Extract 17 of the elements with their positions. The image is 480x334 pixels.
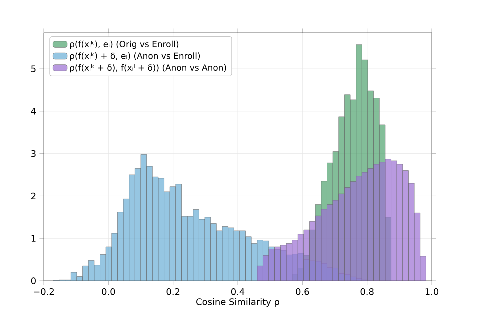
- x-tick-label: 0.8: [360, 288, 374, 296]
- y-tick-label: 4: [31, 108, 36, 115]
- x-tick-label: −0.2: [34, 288, 54, 296]
- legend-label: ρ(f(xᵢᵏ) + δ, eᵢ) (Anon vs Enroll): [70, 52, 200, 61]
- x-tick-label: 1.0: [426, 288, 439, 296]
- legend-label: ρ(f(xᵢᵏ), eᵢ) (Orig vs Enroll): [70, 40, 179, 50]
- x-tick-label: 0.2: [166, 288, 180, 296]
- y-tick-label: 1: [32, 235, 36, 242]
- y-tick-label: 0: [31, 278, 36, 284]
- y-tick-label: 2: [32, 192, 36, 200]
- x-axis-title: Cosine Similarity ρ: [196, 298, 280, 308]
- x-tick-label: 0.6: [296, 288, 310, 296]
- y-tick-label: 3: [32, 150, 36, 158]
- legend-label: ρ(f(xᵢᵏ + δ), f(xᵢˡ + δ)) (Anon vs Anon): [70, 64, 226, 73]
- x-tick-label: 0.0: [102, 288, 116, 296]
- x-tick-label: 0.4: [231, 288, 245, 296]
- y-tick-label: 5: [32, 66, 36, 72]
